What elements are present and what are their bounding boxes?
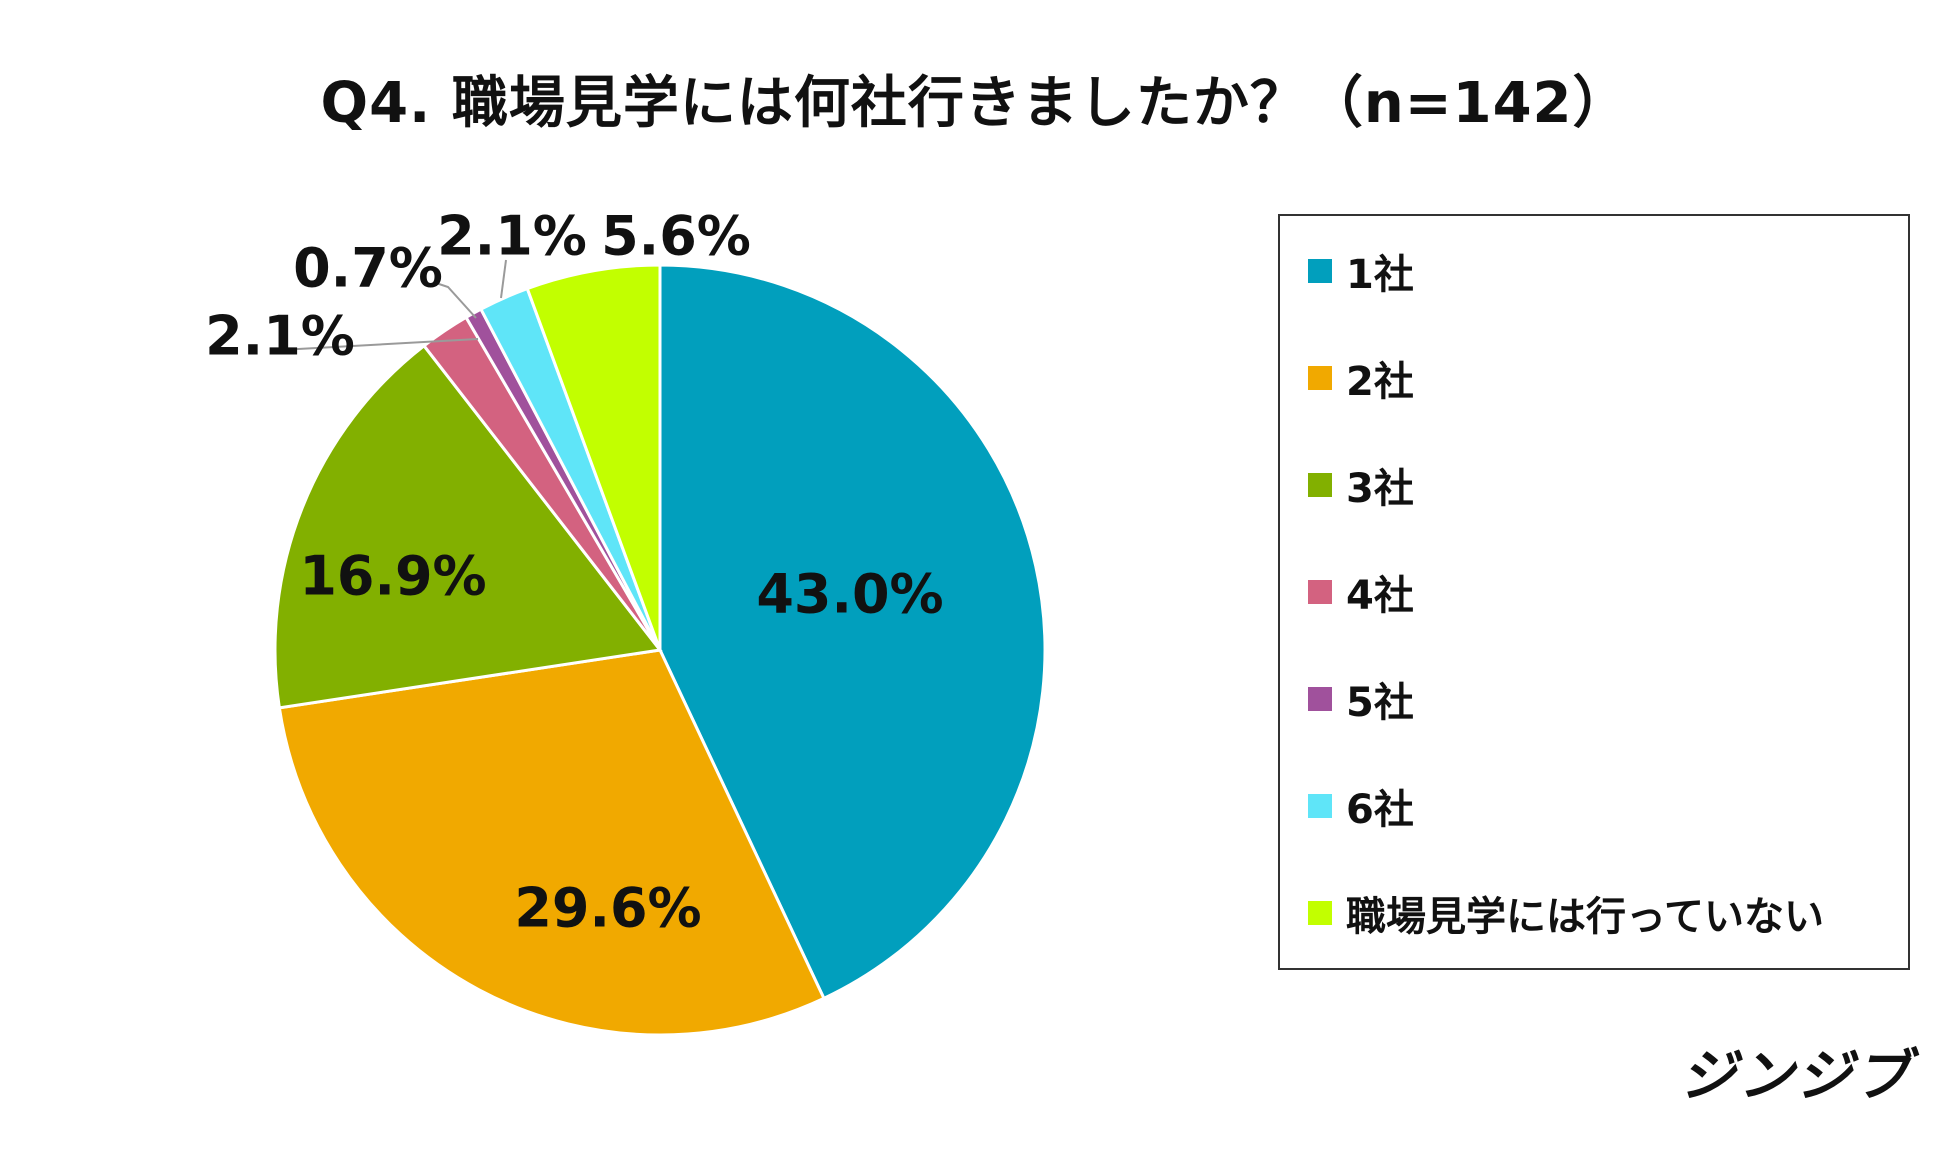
legend-label-2: 2社 (1346, 359, 1414, 405)
data-label-7: 5.6% (601, 205, 751, 268)
data-label-6: 2.1% (437, 205, 587, 268)
data-label-5: 0.7% (293, 237, 443, 300)
legend-item-7: 職場見学には行っていない (1308, 883, 1824, 943)
legend-label-7: 職場見学には行っていない (1346, 894, 1824, 940)
brand-logo: ジンジブ (1680, 1044, 1912, 1109)
legend-swatch-6 (1308, 794, 1332, 818)
data-label-4: 2.1% (205, 305, 355, 368)
legend-label-5: 5社 (1346, 680, 1414, 726)
legend: 1社 2社 3社 4社 5社 6社職場見学には行っていない (1278, 214, 1910, 970)
legend-item-2: 2社 (1308, 348, 1414, 408)
legend-item-4: 4社 (1308, 562, 1414, 622)
legend-swatch-1 (1308, 259, 1332, 283)
legend-swatch-3 (1308, 473, 1332, 497)
data-label-2: 29.6% (514, 877, 701, 940)
legend-swatch-5 (1308, 687, 1332, 711)
legend-label-3: 3社 (1346, 466, 1414, 512)
legend-item-6: 6社 (1308, 776, 1414, 836)
legend-label-6: 6社 (1346, 787, 1414, 833)
chart-title: Q4. 職場見学には何社行きましたか？（n=142） (320, 71, 1630, 136)
pie-slice-7 (525, 263, 662, 651)
leader-line-5 (435, 282, 477, 319)
legend-item-1: 1社 (1308, 241, 1414, 301)
data-label-3: 16.9% (299, 545, 486, 608)
legend-label-4: 4社 (1346, 573, 1414, 619)
legend-item-3: 3社 (1308, 455, 1414, 515)
legend-item-5: 5社 (1308, 669, 1414, 729)
pie-slice-2 (277, 648, 826, 1037)
leader-line-6 (500, 259, 507, 299)
data-label-1: 43.0% (756, 563, 943, 626)
leader-line-4 (279, 338, 479, 351)
pie-slice-3 (273, 343, 663, 710)
legend-swatch-2 (1308, 366, 1332, 390)
legend-swatch-4 (1308, 580, 1332, 604)
legend-swatch-7 (1308, 901, 1332, 925)
legend-label-1: 1社 (1346, 252, 1414, 298)
pie-slice-1 (658, 263, 1047, 1001)
